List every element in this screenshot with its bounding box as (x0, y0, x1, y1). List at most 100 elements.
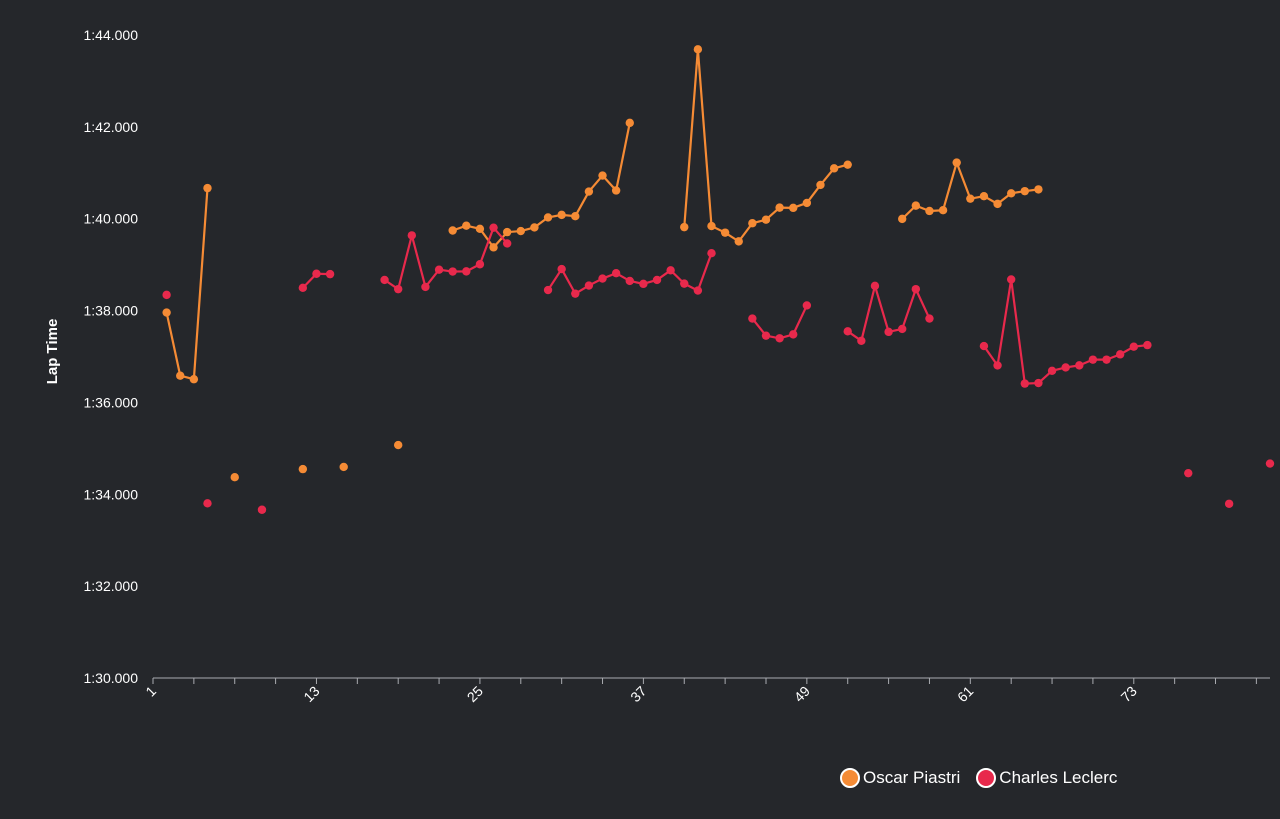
data-point-charles-leclerc[interactable] (1088, 355, 1098, 364)
data-point-charles-leclerc[interactable] (1102, 355, 1111, 364)
data-point-oscar-piastri[interactable] (898, 214, 907, 224)
data-point-charles-leclerc[interactable] (761, 331, 771, 340)
data-point-oscar-piastri[interactable] (516, 226, 525, 236)
data-point-oscar-piastri[interactable] (1020, 186, 1030, 196)
data-point-oscar-piastri[interactable] (734, 237, 743, 246)
data-point-charles-leclerc[interactable] (884, 327, 893, 337)
data-point-charles-leclerc[interactable] (1020, 379, 1030, 388)
data-point-oscar-piastri[interactable] (489, 243, 498, 252)
data-point-charles-leclerc[interactable] (993, 361, 1002, 370)
data-point-charles-leclerc[interactable] (203, 499, 212, 508)
data-point-charles-leclerc[interactable] (475, 260, 485, 269)
data-point-charles-leclerc[interactable] (1265, 459, 1275, 468)
data-point-oscar-piastri[interactable] (966, 194, 975, 203)
data-point-oscar-piastri[interactable] (802, 198, 812, 208)
data-point-charles-leclerc[interactable] (1047, 366, 1057, 376)
data-point-oscar-piastri[interactable] (952, 158, 961, 167)
data-point-charles-leclerc[interactable] (1115, 350, 1125, 359)
data-point-charles-leclerc[interactable] (598, 274, 607, 283)
data-point-charles-leclerc[interactable] (462, 267, 471, 276)
data-point-oscar-piastri[interactable] (598, 171, 607, 180)
data-point-oscar-piastri[interactable] (625, 118, 634, 128)
data-point-charles-leclerc[interactable] (625, 276, 634, 286)
data-point-charles-leclerc[interactable] (680, 279, 689, 288)
data-point-charles-leclerc[interactable] (639, 279, 648, 289)
data-point-oscar-piastri[interactable] (203, 183, 212, 193)
data-point-charles-leclerc[interactable] (502, 239, 512, 248)
data-point-charles-leclerc[interactable] (557, 264, 566, 274)
data-point-oscar-piastri[interactable] (557, 210, 566, 220)
data-point-oscar-piastri[interactable] (911, 201, 921, 210)
data-point-charles-leclerc[interactable] (1061, 363, 1070, 372)
data-point-charles-leclerc[interactable] (571, 289, 580, 298)
data-point-charles-leclerc[interactable] (584, 281, 594, 290)
data-point-charles-leclerc[interactable] (489, 223, 498, 232)
data-point-charles-leclerc[interactable] (325, 269, 335, 279)
data-point-oscar-piastri[interactable] (475, 224, 485, 234)
data-point-oscar-piastri[interactable] (448, 226, 457, 235)
data-point-charles-leclerc[interactable] (789, 330, 798, 339)
data-point-oscar-piastri[interactable] (680, 222, 689, 232)
data-point-charles-leclerc[interactable] (857, 336, 866, 346)
data-point-charles-leclerc[interactable] (666, 266, 675, 275)
data-point-oscar-piastri[interactable] (611, 186, 621, 195)
data-point-oscar-piastri[interactable] (707, 221, 716, 231)
data-point-oscar-piastri[interactable] (789, 203, 798, 213)
legend-item-charles-leclerc[interactable]: Charles Leclerc (976, 768, 1117, 788)
data-point-oscar-piastri[interactable] (775, 203, 784, 212)
data-point-charles-leclerc[interactable] (393, 284, 403, 294)
data-point-charles-leclerc[interactable] (1224, 499, 1234, 508)
data-point-oscar-piastri[interactable] (1006, 189, 1016, 198)
data-point-oscar-piastri[interactable] (393, 440, 403, 450)
data-point-charles-leclerc[interactable] (421, 282, 430, 292)
data-point-charles-leclerc[interactable] (1143, 340, 1152, 350)
data-point-charles-leclerc[interactable] (843, 327, 852, 336)
data-point-oscar-piastri[interactable] (720, 228, 730, 237)
data-point-oscar-piastri[interactable] (339, 462, 348, 472)
data-point-charles-leclerc[interactable] (434, 265, 444, 274)
data-point-charles-leclerc[interactable] (312, 269, 321, 278)
data-point-charles-leclerc[interactable] (707, 248, 716, 258)
data-point-charles-leclerc[interactable] (380, 275, 389, 285)
data-point-charles-leclerc[interactable] (407, 231, 417, 240)
data-point-charles-leclerc[interactable] (870, 281, 880, 291)
data-point-charles-leclerc[interactable] (1075, 361, 1084, 370)
data-point-oscar-piastri[interactable] (571, 211, 580, 221)
data-point-oscar-piastri[interactable] (748, 219, 757, 228)
data-point-charles-leclerc[interactable] (1129, 342, 1138, 351)
legend-item-oscar-piastri[interactable]: Oscar Piastri (840, 768, 960, 788)
data-point-charles-leclerc[interactable] (298, 283, 308, 293)
data-point-charles-leclerc[interactable] (898, 324, 907, 334)
data-point-charles-leclerc[interactable] (611, 269, 621, 278)
data-point-oscar-piastri[interactable] (693, 45, 703, 54)
data-point-oscar-piastri[interactable] (189, 375, 199, 384)
data-point-oscar-piastri[interactable] (1034, 185, 1043, 194)
data-point-charles-leclerc[interactable] (802, 301, 812, 310)
data-point-charles-leclerc[interactable] (1184, 468, 1193, 478)
data-point-oscar-piastri[interactable] (979, 192, 989, 201)
data-point-charles-leclerc[interactable] (748, 314, 757, 323)
data-point-oscar-piastri[interactable] (829, 164, 839, 173)
data-point-oscar-piastri[interactable] (176, 371, 185, 380)
data-point-charles-leclerc[interactable] (543, 285, 553, 295)
data-point-charles-leclerc[interactable] (652, 275, 662, 285)
data-point-charles-leclerc[interactable] (1034, 378, 1043, 388)
data-point-oscar-piastri[interactable] (462, 221, 471, 230)
data-point-oscar-piastri[interactable] (230, 473, 239, 482)
data-point-charles-leclerc[interactable] (979, 341, 989, 351)
data-point-charles-leclerc[interactable] (1006, 275, 1016, 284)
data-point-oscar-piastri[interactable] (530, 223, 539, 232)
data-point-charles-leclerc[interactable] (925, 314, 934, 323)
data-point-oscar-piastri[interactable] (298, 464, 308, 474)
data-point-charles-leclerc[interactable] (448, 267, 457, 276)
data-point-oscar-piastri[interactable] (502, 227, 512, 237)
data-point-oscar-piastri[interactable] (816, 180, 825, 190)
data-point-oscar-piastri[interactable] (925, 206, 934, 216)
data-point-oscar-piastri[interactable] (938, 206, 948, 215)
data-point-charles-leclerc[interactable] (911, 284, 921, 294)
data-point-oscar-piastri[interactable] (761, 215, 771, 224)
data-point-oscar-piastri[interactable] (843, 160, 852, 169)
data-point-oscar-piastri[interactable] (162, 308, 171, 317)
data-point-oscar-piastri[interactable] (993, 199, 1002, 209)
data-point-charles-leclerc[interactable] (693, 286, 703, 295)
